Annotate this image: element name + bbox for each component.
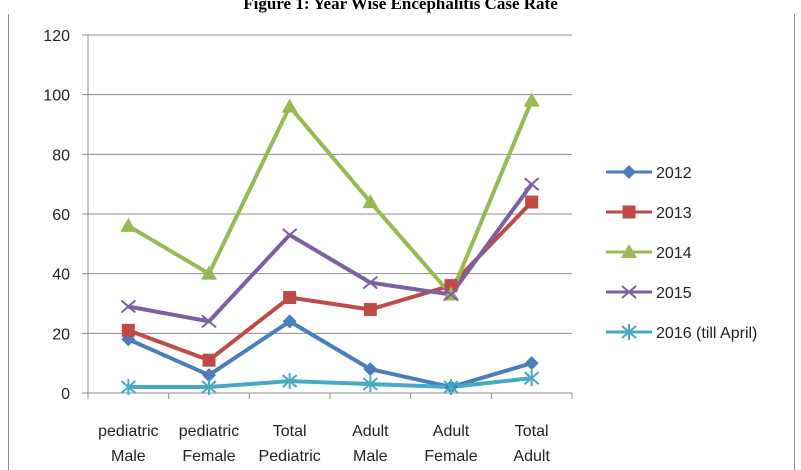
axes: 0 20 40 60 80 100 120 pediatric Male pediatric Fem… (43, 28, 573, 465)
data-point-2016 (362, 376, 378, 393)
data-point-2015 (201, 314, 217, 329)
y-tick-label: 80 (52, 147, 70, 164)
y-tick-label: 20 (52, 326, 70, 343)
x-category-label: Total Adult (513, 423, 550, 465)
x-category-label: pediatric Male (98, 423, 158, 465)
data-point-2016 (201, 379, 217, 396)
series-line-2012 (127, 319, 533, 390)
data-point-2012 (202, 368, 216, 383)
chart-frame (8, 14, 795, 470)
legend-label: 2012 (656, 165, 692, 182)
data-point-2014 (201, 265, 217, 280)
data-point-2014 (362, 194, 379, 209)
data-point-2015 (443, 287, 459, 302)
data-point-2015 (282, 228, 298, 242)
legend-label: 2013 (656, 205, 692, 222)
data-point-2015 (120, 299, 136, 314)
data-point-2014 (120, 217, 137, 232)
x-category-label: pediatric Female (179, 423, 239, 465)
data-point-2012 (282, 314, 297, 329)
data-point-2016 (282, 373, 298, 390)
legend-marker (621, 244, 637, 258)
data-point-2014 (281, 98, 298, 113)
data-point-2016 (524, 370, 540, 387)
gridlines (88, 34, 572, 334)
legend: 2012 2013 2014 2015 2016 (till April) (606, 165, 757, 342)
y-tick-label: 100 (43, 88, 70, 105)
data-point-2013 (121, 323, 135, 337)
series-lines (127, 99, 534, 390)
data-point-2013 (202, 353, 216, 367)
y-tick-label: 0 (61, 386, 70, 403)
legend-label: 2016 (till April) (656, 325, 757, 342)
y-tick-label: 40 (52, 267, 70, 284)
legend-label: 2014 (656, 245, 692, 262)
x-category-label: Adult Female (424, 423, 477, 465)
figure-title: Figure 1: Year Wise Encephalitis Case Ra… (243, 0, 558, 13)
legend-label: 2015 (656, 285, 692, 302)
x-category-label: Total Pediatric (259, 423, 321, 465)
legend-marker (621, 324, 637, 340)
data-point-2013 (444, 279, 458, 293)
data-point-2013 (363, 302, 377, 316)
data-point-2015 (524, 177, 540, 191)
data-point-2014 (523, 92, 540, 107)
data-point-2012 (363, 362, 378, 377)
series-line-2014 (127, 99, 534, 297)
y-tick-label: 120 (43, 28, 70, 45)
data-point-2013 (283, 291, 297, 305)
series-line-2013 (127, 200, 534, 363)
series-line-2015 (127, 182, 534, 324)
legend-marker (622, 205, 636, 219)
data-point-2016 (120, 379, 136, 396)
series-markers (120, 92, 540, 396)
data-point-2012 (524, 356, 539, 371)
x-category-label: Adult Male (352, 423, 389, 465)
data-point-2016 (443, 379, 459, 396)
data-point-2013 (525, 195, 539, 209)
series-line-2016 (128, 376, 532, 390)
legend-marker (622, 165, 636, 179)
data-point-2015 (362, 275, 378, 290)
legend-marker (621, 285, 637, 299)
y-tick-label: 60 (52, 207, 70, 224)
